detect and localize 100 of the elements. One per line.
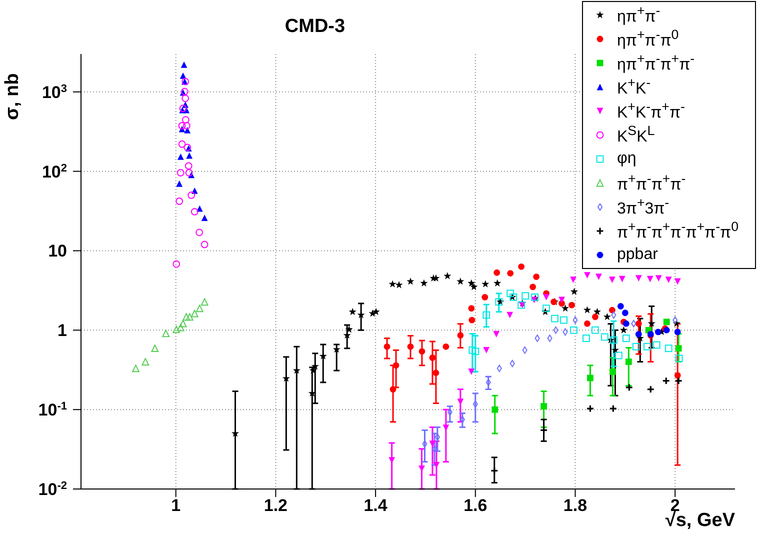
point	[534, 334, 540, 342]
legend-label: K$^{+}$K$^{-}$π$^{+}$π$^{-}$	[617, 99, 685, 123]
legend-label: φη	[617, 150, 636, 168]
point	[392, 362, 400, 369]
point	[468, 279, 476, 286]
point	[390, 386, 396, 393]
point	[494, 279, 502, 286]
point	[176, 180, 183, 187]
point	[646, 276, 654, 282]
point	[609, 404, 618, 413]
point	[372, 308, 380, 316]
point	[618, 276, 626, 282]
point	[518, 263, 525, 270]
legend-label: π$^{+}$π$^{-}$π$^{+}$π$^{-}$	[617, 171, 686, 195]
point	[593, 308, 602, 316]
legend-label: K$^{+}$K$^{-}$	[617, 75, 651, 99]
point	[407, 343, 414, 350]
point	[587, 374, 594, 382]
point	[442, 424, 450, 431]
point	[482, 311, 490, 319]
x-tick-label: 1.2	[264, 496, 288, 516]
point	[592, 326, 599, 334]
point	[584, 320, 590, 327]
point	[176, 324, 184, 332]
point	[406, 277, 414, 285]
point	[186, 313, 194, 321]
point	[201, 214, 208, 221]
point	[388, 280, 396, 288]
point	[442, 343, 450, 350]
point	[196, 304, 204, 312]
point	[172, 260, 180, 268]
point	[570, 326, 578, 334]
point	[522, 292, 530, 300]
point	[547, 334, 552, 342]
point	[179, 320, 187, 328]
point	[470, 282, 478, 290]
point	[182, 122, 190, 130]
point	[635, 275, 642, 282]
point	[601, 333, 608, 341]
legend-label: ηπ$^{+}$π$^{-}$	[617, 3, 660, 27]
point	[584, 272, 590, 279]
point	[184, 126, 191, 134]
point	[494, 269, 500, 276]
point	[177, 153, 184, 160]
point	[617, 303, 624, 310]
point	[570, 276, 576, 284]
point	[648, 320, 656, 327]
point	[468, 316, 476, 324]
point	[190, 310, 198, 318]
point	[186, 152, 193, 159]
x-tick-label: 1	[171, 496, 181, 516]
point	[282, 374, 290, 382]
point	[418, 348, 426, 355]
point	[570, 288, 578, 295]
point	[493, 330, 500, 338]
point	[178, 122, 186, 130]
y-tick-label: 10$^{-1}$	[38, 400, 67, 420]
point	[182, 116, 190, 124]
point	[506, 290, 514, 298]
point	[182, 94, 190, 102]
point	[592, 314, 598, 320]
point	[674, 376, 683, 385]
point	[483, 346, 490, 354]
legend-label: K$^{S}$K$^{L}$	[617, 123, 655, 147]
point	[388, 457, 396, 464]
point	[468, 305, 475, 312]
point	[162, 330, 170, 338]
point	[614, 352, 622, 360]
point	[674, 372, 681, 379]
point	[490, 466, 498, 475]
chart-title: CMD-3	[284, 16, 346, 38]
point	[561, 304, 570, 312]
point	[608, 276, 616, 284]
point	[184, 162, 192, 170]
point	[457, 332, 464, 339]
y-axis-title: σ, nb	[2, 73, 24, 120]
point	[196, 228, 204, 236]
y-tick-label: 10$^{3}$	[42, 82, 67, 102]
point	[444, 272, 452, 280]
point	[540, 403, 547, 410]
point	[675, 345, 682, 352]
point	[632, 342, 640, 350]
point	[530, 284, 536, 290]
point	[432, 370, 440, 376]
point	[655, 275, 662, 282]
point	[643, 342, 651, 350]
point	[543, 294, 550, 300]
x-tick-label: 1.4	[364, 496, 388, 516]
legend-label: ηπ$^{+}$π$^{-}$π$^{0}$	[617, 27, 679, 51]
point	[456, 277, 464, 285]
point	[662, 376, 670, 385]
point	[182, 313, 190, 321]
point	[482, 280, 490, 288]
point	[568, 302, 575, 308]
point	[646, 385, 655, 394]
point	[420, 279, 428, 286]
x-tick-label: 1.8	[563, 496, 588, 516]
point	[507, 270, 514, 276]
point	[178, 140, 186, 148]
point	[663, 318, 670, 326]
